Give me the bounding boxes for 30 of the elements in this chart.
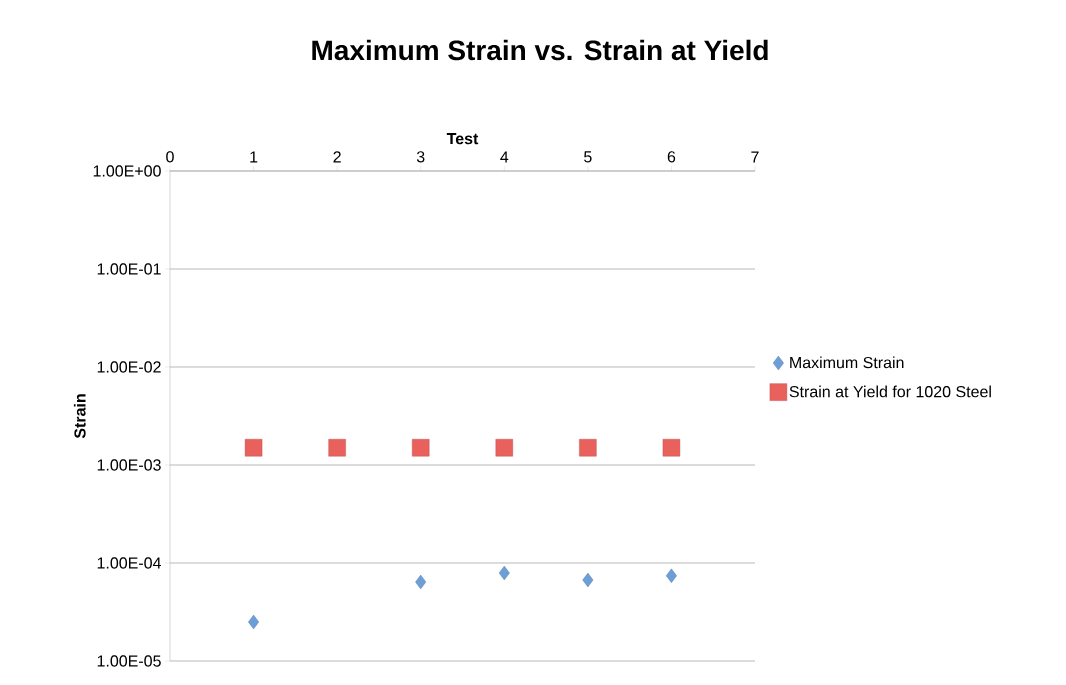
point (244, 439, 263, 457)
point (328, 439, 346, 457)
x-tick-label: 2 (333, 151, 341, 163)
y-tick-label: 1.00E+00 (93, 165, 161, 177)
x-tick-label: 3 (416, 151, 425, 163)
point (495, 439, 513, 457)
x-tick-label: 4 (500, 151, 509, 163)
point (582, 572, 594, 588)
chart-title: Maximum Strain vs. Strain at Yield (312, 39, 768, 61)
x-tick-label: 5 (584, 151, 592, 163)
point (248, 614, 260, 630)
point (415, 574, 427, 590)
legend-label: Strain at Yield for 1020 Steel (789, 385, 991, 398)
y-tick-label: 1.00E-03 (97, 459, 161, 471)
legend-label: Maximum Strain (790, 356, 904, 369)
y-tick-label: 1.00E-04 (97, 557, 161, 569)
point (579, 439, 597, 457)
y-tick-label: 1.00E-05 (97, 655, 161, 667)
x-tick-label: 7 (751, 151, 759, 163)
y-axis-title: Strain (73, 394, 86, 439)
x-tick-label: 1 (250, 151, 258, 163)
y-tick-label: 1.00E-01 (97, 263, 161, 275)
point (662, 439, 681, 457)
point (665, 568, 677, 584)
x-tick-label: 0 (166, 151, 174, 163)
point (498, 565, 510, 581)
y-tick-label: 1.00E-02 (97, 361, 161, 373)
x-axis-title: Test (446, 133, 479, 145)
point (412, 439, 430, 457)
x-tick-label: 6 (667, 151, 676, 163)
